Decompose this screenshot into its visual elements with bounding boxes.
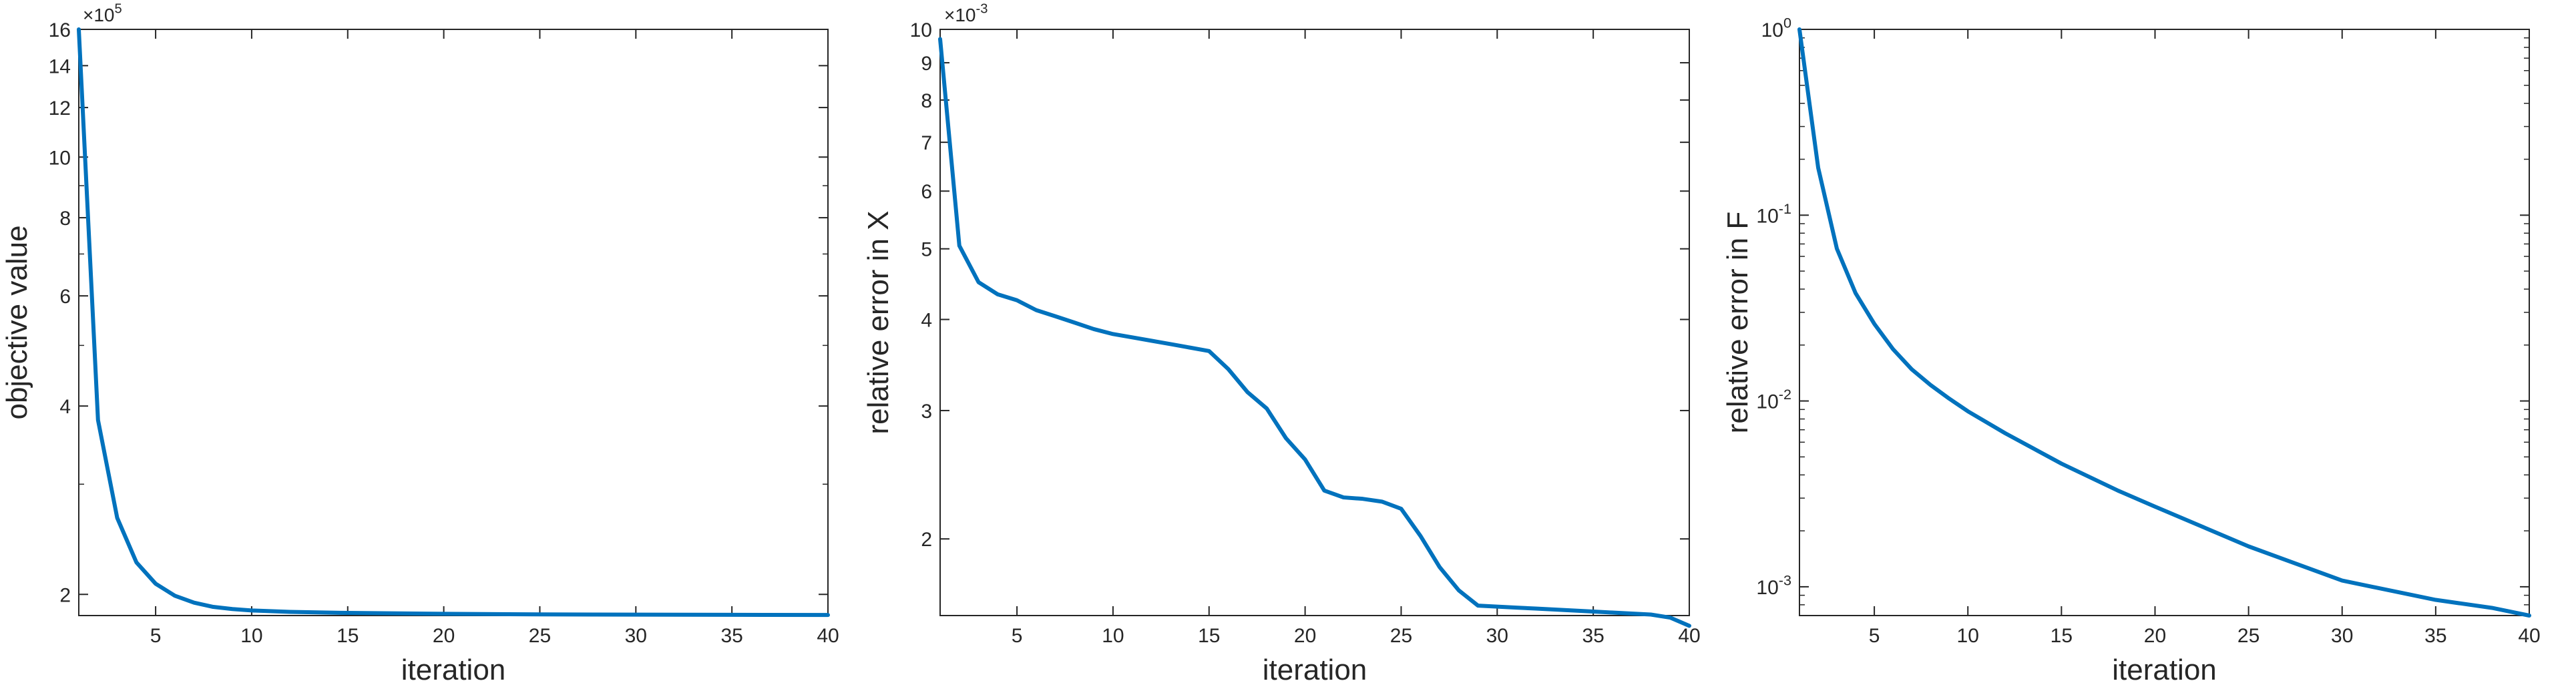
y-tick-label: 12 (49, 97, 71, 120)
y-axis-label: relative error in X (862, 210, 895, 434)
axis-exponent-label: ×10-3 (944, 1, 988, 25)
x-tick-label: 25 (1390, 625, 1412, 647)
plot-area-box (1799, 29, 2530, 616)
y-axis-label: relative error in F (1721, 212, 1754, 434)
y-tick-label: 6 (921, 181, 932, 203)
x-tick-label: 40 (1678, 625, 1700, 647)
y-tick-label: 10-3 (1756, 571, 1791, 599)
y-tick-label: 10-1 (1756, 200, 1791, 228)
x-tick-label: 40 (817, 625, 839, 647)
series-line (938, 37, 1691, 628)
x-axis-label: iteration (1263, 654, 1367, 686)
x-axis-label: iteration (401, 654, 506, 686)
y-tick-label: 8 (921, 90, 932, 112)
y-tick-label: 2 (921, 529, 932, 551)
series-line (1797, 27, 2531, 618)
y-tick-label: 10 (49, 147, 71, 169)
x-tick-label: 35 (720, 625, 742, 647)
chart-panel-2: 5 10 15 20 25 30 35 40 2 3 4 5 6 7 8 9 10 ×10-3 iteration r… (862, 1, 1701, 686)
x-tick-label: 15 (337, 625, 359, 647)
x-tick-label: 35 (1582, 625, 1604, 647)
x-tick-label: 30 (1486, 625, 1508, 647)
y-tick-label: 7 (921, 132, 932, 154)
y-tick-label: 3 (921, 401, 932, 423)
x-tick-label: 20 (2144, 625, 2166, 647)
axis-exponent-label: ×105 (83, 1, 122, 25)
x-tick-label: 5 (1869, 625, 1880, 647)
y-tick-label: 14 (49, 55, 71, 77)
y-tick-label: 10 (910, 19, 932, 41)
x-tick-label: 15 (2051, 625, 2073, 647)
y-tick-label: 2 (59, 584, 71, 606)
x-tick-label: 15 (1198, 625, 1220, 647)
x-tick-label: 10 (1102, 625, 1124, 647)
x-axis-label: iteration (2112, 654, 2217, 686)
y-tick-label: 4 (59, 396, 71, 418)
chart-panel-1: 5 10 15 20 25 30 35 40 2 4 6 8 10 12 14 16 ×105 iteration… (1, 1, 839, 686)
plot-area-box (78, 29, 829, 616)
y-tick-label: 100 (1761, 15, 1791, 42)
y-tick-label: 4 (921, 310, 932, 332)
plot-area-box (939, 29, 1690, 616)
x-tick-label: 25 (2237, 625, 2260, 647)
y-axis-label: objective value (1, 225, 33, 419)
y-tick-label: 9 (921, 53, 932, 75)
y-tick-label: 8 (59, 208, 71, 230)
series-line (77, 27, 830, 618)
x-tick-label: 5 (1012, 625, 1023, 647)
chart-panel-3: 5 10 15 20 25 30 35 40 10-3 10-2 10-1 100 iteration r… (1721, 15, 2541, 687)
y-tick-label: 5 (921, 239, 932, 261)
x-tick-label: 40 (2518, 625, 2540, 647)
x-tick-label: 10 (1957, 625, 1979, 647)
y-tick-label: 10-2 (1756, 386, 1791, 413)
y-tick-label: 6 (59, 286, 71, 308)
x-tick-label: 30 (625, 625, 647, 647)
x-tick-label: 20 (433, 625, 455, 647)
y-tick-label: 16 (49, 19, 71, 41)
x-tick-label: 35 (2424, 625, 2446, 647)
x-tick-label: 5 (150, 625, 162, 647)
x-tick-label: 25 (529, 625, 551, 647)
x-tick-label: 30 (2331, 625, 2353, 647)
x-tick-label: 10 (240, 625, 262, 647)
x-tick-label: 20 (1294, 625, 1316, 647)
